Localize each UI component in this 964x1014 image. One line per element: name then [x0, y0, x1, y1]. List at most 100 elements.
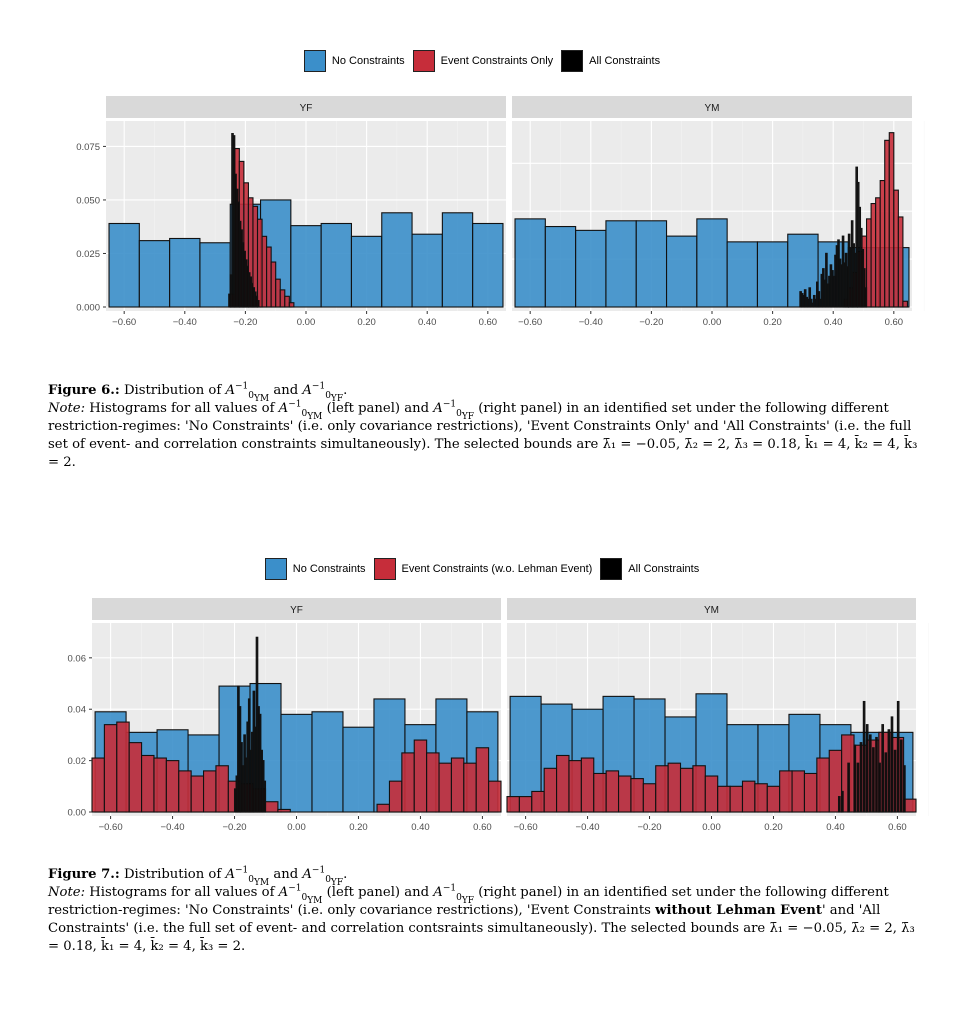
- strip-label: YM: [704, 605, 719, 616]
- bar-all-constraints: [893, 749, 897, 813]
- bar-event-constraints: [275, 278, 281, 308]
- bar-event-constraints: [717, 785, 731, 813]
- bar-all-constraints: [859, 742, 863, 813]
- x-tick-label: 0.40: [411, 822, 430, 833]
- bar-event-constraints: [256, 218, 263, 308]
- bar-all-constraints: [903, 765, 906, 813]
- bar-event-constraints: [264, 801, 279, 813]
- bar-event-constraints: [270, 261, 277, 308]
- legend-swatch-red: [373, 558, 396, 580]
- bar-event-constraints: [178, 770, 192, 813]
- x-tick-label: −0.40: [173, 317, 197, 328]
- bar-no-constraints: [311, 711, 344, 813]
- bar-no-constraints: [320, 222, 353, 308]
- bar-all-constraints: [853, 744, 857, 813]
- y-tick-label: 0.025: [76, 249, 100, 260]
- x-tick-label: 0.40: [826, 822, 845, 833]
- caption-title-text: Distribution of: [123, 867, 222, 882]
- legend-item-event-constraints-wo-lehman: Event Constraints (w.o. Lehman Event): [373, 558, 593, 580]
- legend-label: Event Constraints Only: [440, 55, 554, 67]
- y-tick-label: 0.075: [76, 142, 100, 153]
- bar-no-constraints: [756, 241, 789, 308]
- caption-note-text: (right panel) in an identified set under…: [48, 885, 889, 918]
- x-tick-label: −0.60: [112, 317, 136, 328]
- legend: No Constraints Event Constraints Only Al…: [0, 50, 964, 72]
- bar-all-constraints: [865, 724, 869, 813]
- bar-all-constraints: [872, 747, 875, 813]
- y-tick-label: 0.00: [68, 808, 87, 819]
- bar-event-constraints: [875, 197, 881, 308]
- legend-label: Event Constraints (w.o. Lehman Event): [401, 563, 593, 575]
- strip-label: YM: [705, 103, 720, 114]
- bar-event-constraints: [897, 216, 904, 308]
- x-tick-label: −0.20: [233, 317, 257, 328]
- bar-event-constraints: [865, 218, 872, 308]
- bar-no-constraints: [665, 235, 698, 308]
- bar-event-constraints: [902, 300, 909, 308]
- bar-event-constraints: [741, 780, 756, 813]
- bar-event-constraints: [879, 180, 886, 308]
- bar-no-constraints: [342, 726, 375, 813]
- bar-no-constraints: [350, 235, 383, 308]
- bar-event-constraints: [884, 139, 890, 308]
- bar-all-constraints: [899, 739, 903, 813]
- bar-event-constraints: [463, 762, 477, 813]
- bar-no-constraints: [381, 212, 413, 308]
- caption-and: and: [273, 867, 299, 882]
- x-tick-label: 0.00: [702, 822, 721, 833]
- series-bar-all-constraints: [837, 700, 906, 813]
- x-tick-label: 0.00: [297, 317, 316, 328]
- legend-item-all-constraints: All Constraints: [561, 50, 660, 72]
- bar-all-constraints: [887, 729, 891, 813]
- bar-event-constraints: [870, 202, 877, 308]
- bar-all-constraints: [841, 790, 844, 813]
- legend-swatch-blue: [303, 50, 326, 72]
- y-tick-label: 0.000: [76, 303, 100, 314]
- bar-all-constraints: [881, 724, 885, 813]
- bar-event-constraints: [704, 775, 719, 813]
- x-tick-label: 0.60: [473, 822, 492, 833]
- bar-event-constraints: [630, 778, 644, 813]
- bar-all-constraints: [875, 736, 878, 813]
- x-tick-label: −0.40: [161, 822, 185, 833]
- bar-event-constraints: [617, 775, 632, 813]
- figure-7: No Constraints Event Constraints (w.o. L…: [0, 500, 964, 835]
- bar-event-constraints: [202, 770, 217, 813]
- bar-event-constraints: [729, 785, 744, 813]
- x-tick-label: −0.20: [223, 822, 247, 833]
- bar-no-constraints: [138, 240, 171, 308]
- bar-event-constraints: [531, 790, 545, 813]
- bar-event-constraints: [128, 742, 143, 813]
- bar-event-constraints: [475, 747, 490, 813]
- bar-event-constraints: [593, 772, 607, 813]
- bar-event-constraints: [679, 767, 694, 813]
- x-tick-label: 0.40: [824, 317, 843, 328]
- bar-event-constraints: [91, 757, 105, 813]
- bar-no-constraints: [635, 220, 668, 308]
- panel-ym: YM −0.60 −0.40 −0.20 0.00 0.20 0.40 0.60: [512, 96, 925, 328]
- bar-no-constraints: [575, 229, 607, 308]
- caption-note-text: (left panel) and: [326, 885, 430, 900]
- bar-no-constraints: [411, 233, 443, 308]
- x-tick-label: 0.60: [888, 822, 907, 833]
- legend-item-all-constraints: All Constraints: [600, 558, 699, 580]
- bar-event-constraints: [438, 762, 452, 813]
- bar-no-constraints: [280, 713, 313, 813]
- bar-event-constraints: [116, 721, 130, 813]
- bar-event-constraints: [667, 762, 682, 813]
- figure-6-caption: Figure 6.: Distribution of A−10YM and A−…: [48, 381, 918, 470]
- legend: No Constraints Event Constraints (w.o. L…: [0, 558, 964, 580]
- legend-label: All Constraints: [589, 55, 661, 67]
- bar-no-constraints: [605, 220, 637, 308]
- series-bar-all-constraints: [233, 636, 267, 813]
- bar-event-constraints: [165, 760, 180, 813]
- legend-swatch-black: [600, 558, 623, 580]
- bar-event-constraints: [401, 752, 415, 813]
- strip-background: [92, 598, 501, 620]
- bar-all-constraints: [864, 287, 868, 308]
- bar-event-constraints: [568, 760, 582, 813]
- caption-note-text: Histograms for all values of: [89, 885, 275, 900]
- bar-all-constraints: [808, 287, 812, 308]
- bar-all-constraints: [890, 716, 894, 813]
- bar-event-constraints: [279, 289, 286, 308]
